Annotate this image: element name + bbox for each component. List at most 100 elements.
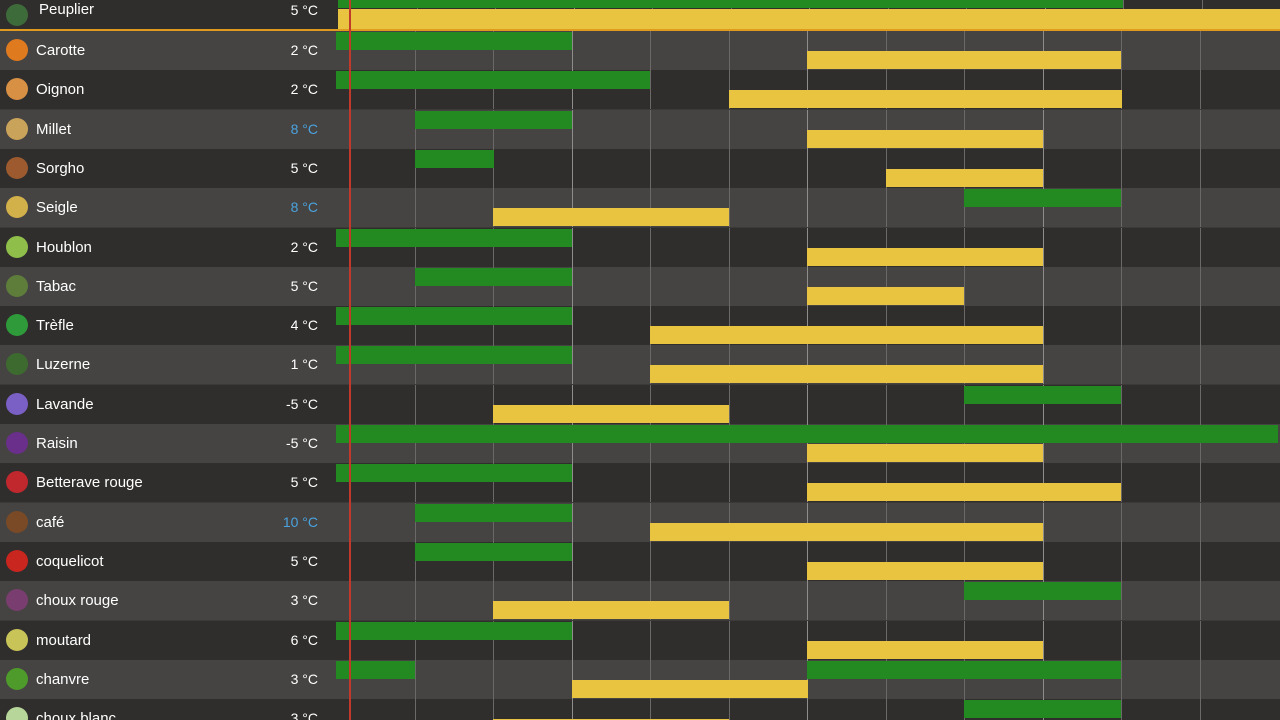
crop-row[interactable]: Betterave rouge 5 °C	[0, 463, 1280, 502]
crop-timeline	[338, 0, 1280, 31]
tobacco-icon-glyph	[6, 275, 28, 297]
harvest-period-bar	[493, 405, 729, 423]
month-gridline	[729, 621, 730, 660]
planting-period-bar	[964, 386, 1121, 404]
crop-name: Houblon	[36, 239, 92, 256]
crop-info: Sorgho 5 °C	[0, 149, 336, 188]
month-gridline	[964, 660, 965, 699]
crop-name: Tabac	[36, 278, 77, 295]
month-gridline	[807, 424, 808, 463]
crop-timeline	[336, 424, 1280, 463]
crop-name: Carotte	[36, 42, 86, 59]
month-gridline	[493, 542, 494, 581]
planting-period-bar	[338, 0, 1123, 8]
month-gridline	[1200, 31, 1201, 70]
month-gridline	[1200, 267, 1201, 306]
harvest-period-bar	[493, 601, 729, 619]
month-gridline	[1200, 345, 1201, 384]
month-gridline	[729, 70, 730, 109]
poppy-icon-glyph	[6, 550, 28, 572]
month-gridline	[415, 267, 416, 306]
month-gridline	[807, 110, 808, 149]
month-gridline	[1200, 228, 1201, 267]
month-gridline	[1043, 581, 1044, 620]
month-gridline	[415, 31, 416, 70]
crop-row[interactable]: coquelicot 5 °C	[0, 542, 1280, 581]
crop-row[interactable]: Peuplier 5 °C	[0, 0, 1280, 31]
crop-row[interactable]: moutard 6 °C	[0, 621, 1280, 660]
month-gridline	[1121, 70, 1122, 109]
crop-min-temperature: 8 °C	[290, 121, 318, 137]
crop-timeline	[336, 385, 1280, 424]
month-gridline	[964, 463, 965, 502]
crop-row[interactable]: Lavande -5 °C	[0, 385, 1280, 424]
crop-info: Seigle 8 °C	[0, 188, 336, 227]
crop-row[interactable]: Millet 8 °C	[0, 110, 1280, 149]
month-gridline	[1043, 306, 1044, 345]
month-gridline	[415, 385, 416, 424]
crop-row[interactable]: Seigle 8 °C	[0, 188, 1280, 227]
month-gridline	[886, 542, 887, 581]
crop-row[interactable]: Sorgho 5 °C	[0, 149, 1280, 188]
white-cabbage-icon	[2, 703, 32, 720]
crop-name: Betterave rouge	[36, 474, 143, 491]
month-gridline	[1043, 424, 1044, 463]
month-gridline	[1121, 267, 1122, 306]
crop-info: Millet 8 °C	[0, 110, 336, 149]
month-gridline	[807, 581, 808, 620]
month-gridline	[807, 463, 808, 502]
crop-row[interactable]: Raisin -5 °C	[0, 424, 1280, 463]
crop-row[interactable]: Oignon 2 °C	[0, 70, 1280, 109]
month-gridline	[572, 70, 573, 109]
month-gridline	[650, 699, 651, 720]
crop-timeline	[336, 70, 1280, 109]
month-gridline	[415, 70, 416, 109]
planting-period-bar	[807, 661, 1121, 679]
planting-period-bar	[964, 582, 1121, 600]
harvest-period-bar	[338, 9, 1280, 29]
lavender-icon-glyph	[6, 393, 28, 415]
crop-row[interactable]: choux blanc 3 °C	[0, 699, 1280, 720]
crop-row[interactable]: Houblon 2 °C	[0, 228, 1280, 267]
month-gridline	[493, 660, 494, 699]
header-divider	[0, 29, 1280, 31]
lavender-icon	[2, 389, 32, 419]
month-gridline	[807, 660, 808, 699]
month-gridline	[415, 660, 416, 699]
crop-info: Luzerne 1 °C	[0, 345, 336, 384]
crop-timeline	[336, 228, 1280, 267]
harvest-period-bar	[807, 641, 1043, 659]
month-gridline	[807, 345, 808, 384]
month-gridline	[807, 149, 808, 188]
crop-row[interactable]: Tabac 5 °C	[0, 267, 1280, 306]
clover-icon-glyph	[6, 314, 28, 336]
month-gridline	[729, 345, 730, 384]
month-gridline	[1121, 31, 1122, 70]
month-gridline	[964, 31, 965, 70]
crop-row[interactable]: café 10 °C	[0, 503, 1280, 542]
month-gridline	[807, 306, 808, 345]
harvest-period-bar	[807, 130, 1043, 148]
crop-row[interactable]: choux rouge 3 °C	[0, 581, 1280, 620]
month-gridline	[1121, 463, 1122, 502]
month-gridline	[650, 306, 651, 345]
month-gridline	[415, 699, 416, 720]
crop-name: Raisin	[36, 435, 78, 452]
month-gridline	[886, 463, 887, 502]
month-gridline	[493, 70, 494, 109]
month-gridline	[1121, 110, 1122, 149]
planting-period-bar	[336, 464, 572, 482]
crop-timeline	[336, 542, 1280, 581]
crop-row[interactable]: chanvre 3 °C	[0, 660, 1280, 699]
crop-row[interactable]: Trèfle 4 °C	[0, 306, 1280, 345]
crop-row[interactable]: Luzerne 1 °C	[0, 345, 1280, 384]
month-gridline	[650, 424, 651, 463]
month-gridline	[1043, 31, 1044, 70]
crop-row[interactable]: Carotte 2 °C	[0, 31, 1280, 70]
month-gridline	[729, 110, 730, 149]
month-gridline	[964, 70, 965, 109]
month-gridline	[493, 188, 494, 227]
white-cabbage-icon-glyph	[6, 707, 28, 720]
crop-min-temperature: 4 °C	[290, 317, 318, 333]
